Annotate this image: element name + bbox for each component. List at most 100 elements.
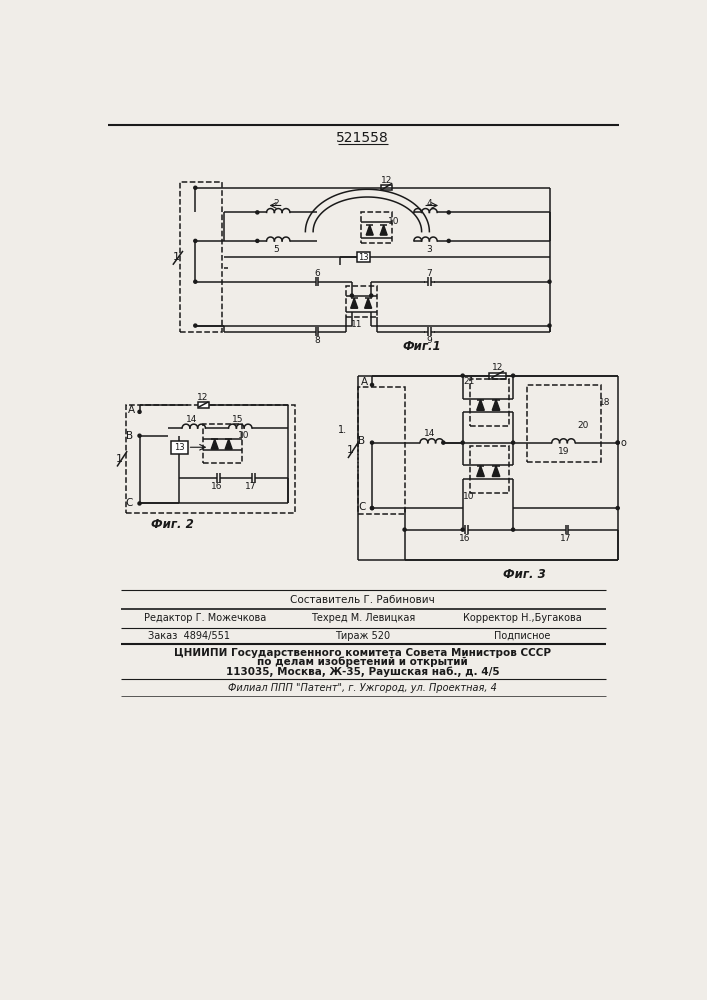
Circle shape [616,441,619,444]
Bar [346,286,377,317]
Text: 113035, Москва, Ж-35, Раушская наб., д. 4/5: 113035, Москва, Ж-35, Раушская наб., д. … [226,666,500,677]
Text: 17: 17 [560,534,571,543]
Circle shape [138,502,141,505]
Circle shape [461,374,464,377]
Circle shape [194,186,197,189]
Polygon shape [366,225,373,235]
Circle shape [548,280,551,283]
Polygon shape [477,400,484,410]
Text: 20: 20 [577,421,588,430]
Circle shape [548,324,551,327]
Polygon shape [477,466,484,477]
Text: B: B [358,436,366,446]
Bar [180,182,223,332]
Text: 12: 12 [197,393,209,402]
Polygon shape [380,225,387,235]
Text: Филиал ППП "Патент", г. Ужгород, ул. Проектная, 4: Филиал ППП "Патент", г. Ужгород, ул. Про… [228,683,497,693]
Polygon shape [492,400,500,410]
Text: 14: 14 [423,429,435,438]
Bar [126,405,295,513]
Circle shape [370,507,373,510]
Text: Тираж 520: Тираж 520 [335,631,390,641]
Text: 18: 18 [599,398,610,407]
Text: 1: 1 [173,252,180,262]
Circle shape [448,211,450,214]
Circle shape [461,528,464,531]
Text: C: C [358,502,366,512]
Circle shape [256,239,259,242]
Text: Техред М. Левицкая: Техред М. Левицкая [310,613,415,623]
Text: 16: 16 [211,482,222,491]
Circle shape [370,441,373,444]
Bar [470,379,509,426]
Circle shape [194,280,197,283]
Text: 13: 13 [358,253,369,262]
Bar [489,373,506,379]
Circle shape [403,528,406,531]
Bar [203,424,242,463]
Text: 8: 8 [314,336,320,345]
Text: 5: 5 [273,245,279,254]
Text: 7: 7 [426,269,432,278]
Text: B: B [126,431,133,441]
Bar [361,212,392,243]
Circle shape [370,507,373,510]
Text: 10: 10 [388,217,399,226]
Text: A: A [361,377,368,387]
Text: Фиг.1: Фиг.1 [402,340,441,353]
Text: 4: 4 [426,199,432,208]
Text: 10: 10 [238,431,249,440]
Text: Фиг. 2: Фиг. 2 [151,518,194,531]
Text: Редактор Г. Можечкова: Редактор Г. Можечкова [144,613,266,623]
Text: Заказ  4894/551: Заказ 4894/551 [148,631,230,641]
Bar [198,402,209,408]
Bar [358,387,404,514]
Circle shape [512,441,515,444]
Text: 14: 14 [186,415,197,424]
Bar [381,185,392,190]
Circle shape [138,410,141,413]
Polygon shape [225,439,232,449]
Text: Корректор Н.,Бугакова: Корректор Н.,Бугакова [463,613,582,623]
Polygon shape [211,439,218,449]
Circle shape [442,441,445,444]
Text: 1.: 1. [338,425,347,435]
Circle shape [448,239,450,242]
Text: 2: 2 [273,199,279,208]
Circle shape [616,507,619,510]
Text: 9: 9 [426,336,432,345]
Circle shape [194,239,197,242]
Text: 1: 1 [347,445,354,455]
Text: 3: 3 [426,245,432,254]
Text: Подписное: Подписное [494,631,551,641]
Text: 17: 17 [245,482,257,491]
Bar [356,252,370,262]
Polygon shape [351,298,358,308]
Circle shape [351,294,354,297]
Bar [527,385,601,462]
Text: ЦНИИПИ Государственного комитета Совета Министров СССР: ЦНИИПИ Государственного комитета Совета … [174,648,551,658]
Bar [170,441,187,454]
Circle shape [138,434,141,437]
Bar [470,446,509,493]
Text: 12: 12 [492,363,503,372]
Circle shape [512,374,515,377]
Text: 15: 15 [232,415,244,424]
Text: 6: 6 [314,269,320,278]
Text: Составитель Г. Рабинович: Составитель Г. Рабинович [291,595,435,605]
Text: 13: 13 [174,443,185,452]
Circle shape [512,528,515,531]
Text: 21: 21 [463,377,474,386]
Text: 16: 16 [460,534,471,543]
Text: Фиг. 3: Фиг. 3 [503,568,546,581]
Circle shape [461,441,464,444]
Polygon shape [365,298,372,308]
Circle shape [256,211,259,214]
Text: 19: 19 [558,447,569,456]
Text: 1: 1 [116,454,123,464]
Text: по делам изобретений и открытий: по делам изобретений и открытий [257,657,468,667]
Circle shape [194,324,197,327]
Text: 10: 10 [463,492,474,501]
Circle shape [370,383,373,386]
Text: 11: 11 [351,320,362,329]
